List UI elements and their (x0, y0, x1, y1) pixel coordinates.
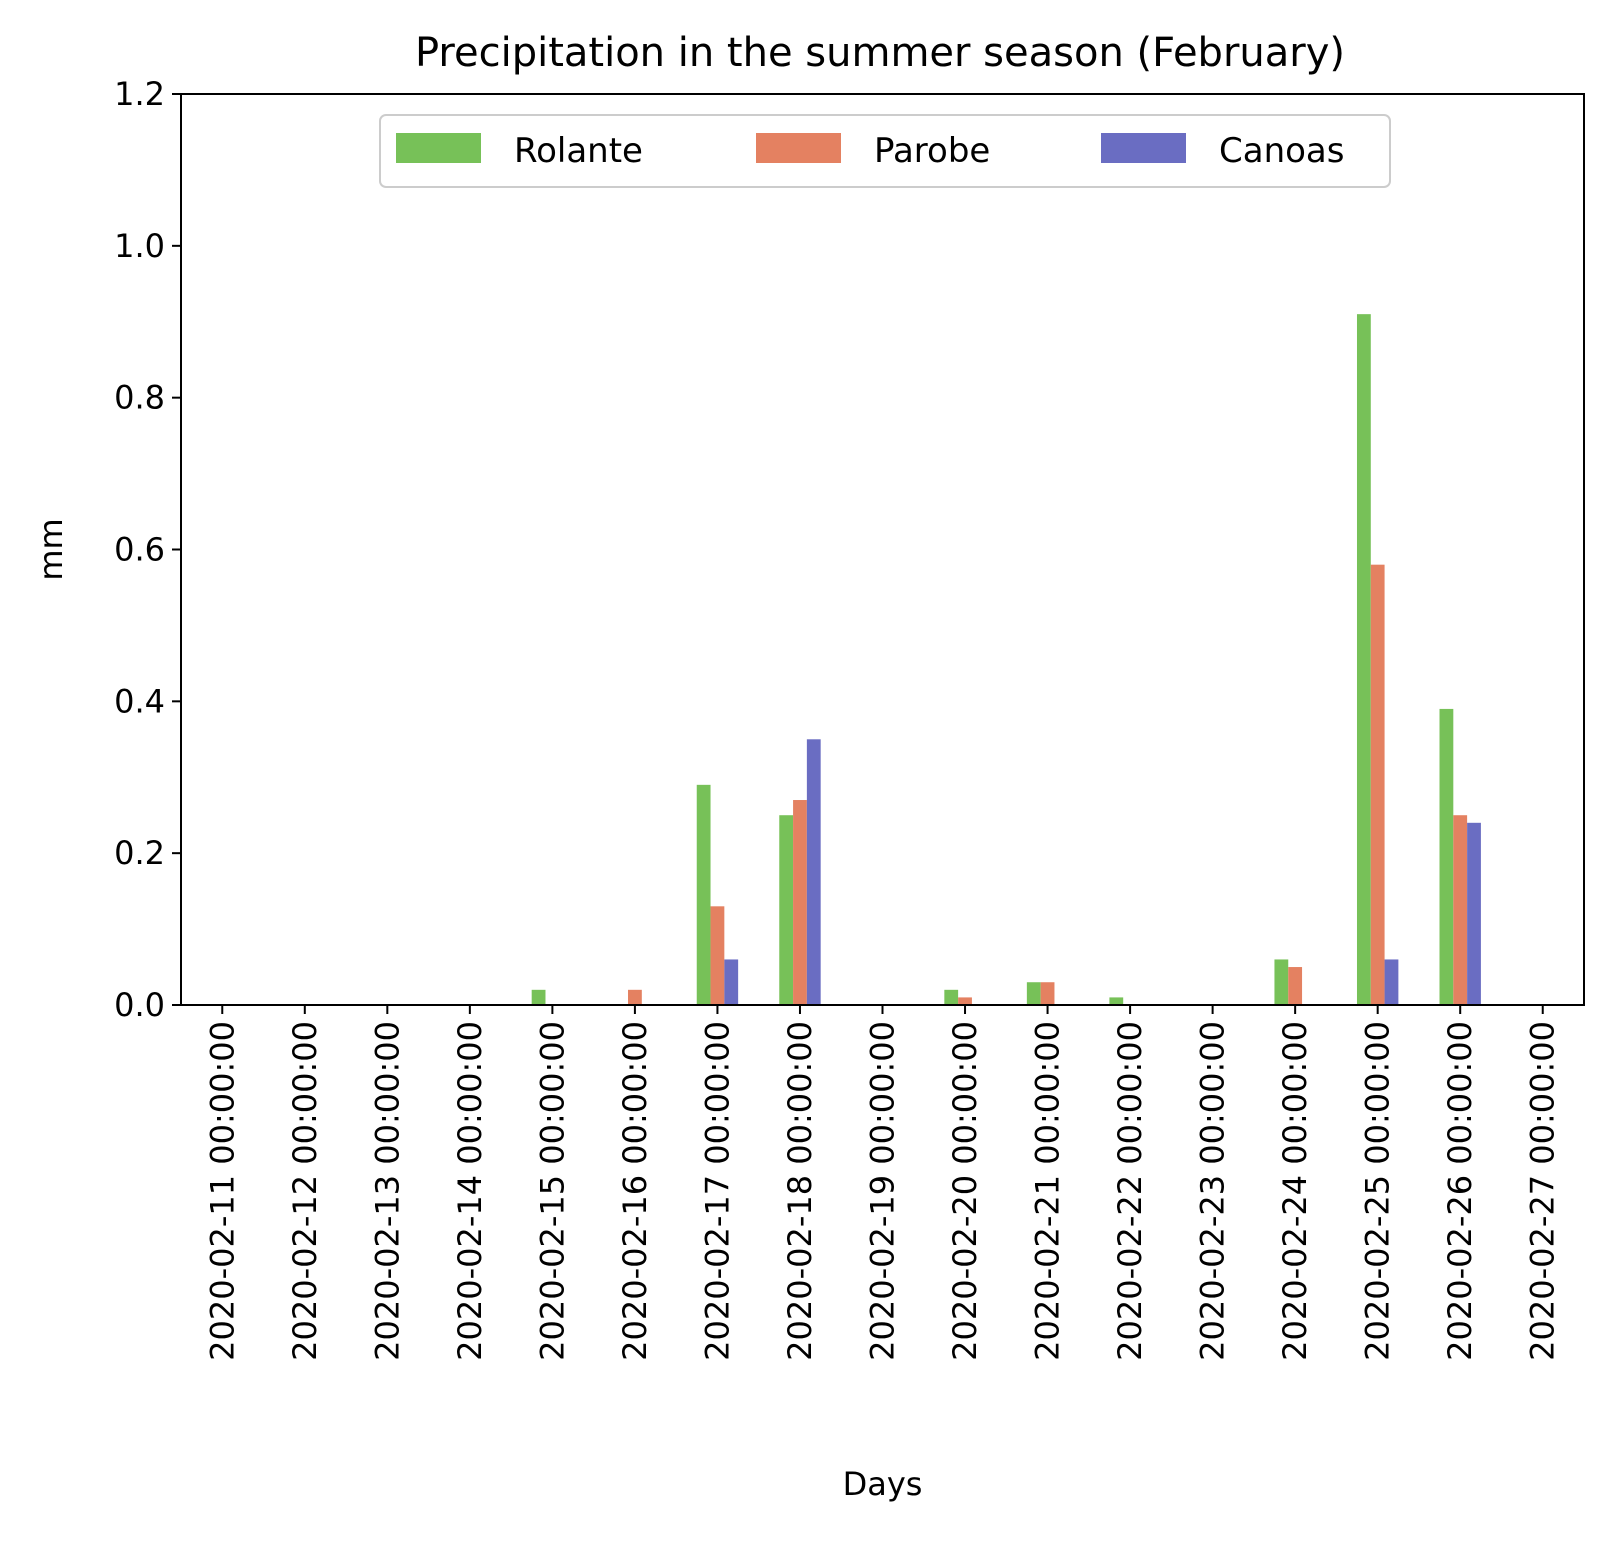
bar-canoas-6 (724, 959, 739, 1005)
x-tick-label: 2020-02-16 00:00:00 (616, 1021, 654, 1361)
y-axis-label: mm (32, 518, 70, 580)
bar-canoas-15 (1467, 822, 1481, 1005)
bar-parobe-6 (710, 906, 725, 1005)
x-tick-label: 2020-02-19 00:00:00 (864, 1021, 902, 1361)
bar-rolante-7 (779, 815, 794, 1005)
bar-rolante-11 (1109, 997, 1124, 1005)
x-tick-label: 2020-02-13 00:00:00 (368, 1021, 406, 1361)
x-tick-label: 2020-02-11 00:00:00 (203, 1021, 241, 1361)
bar-parobe-14 (1370, 564, 1385, 1005)
x-axis-label: Days (843, 1465, 923, 1503)
bar-canoas-7 (806, 739, 821, 1005)
x-tick-label: 2020-02-12 00:00:00 (286, 1021, 324, 1361)
bar-rolante-6 (696, 784, 711, 1005)
x-tick-label: 2020-02-24 00:00:00 (1276, 1021, 1314, 1361)
x-tick-label: 2020-02-26 00:00:00 (1441, 1021, 1479, 1361)
bar-parobe-10 (1040, 982, 1055, 1005)
y-tick-label: 0.2 (114, 834, 165, 872)
bar-parobe-7 (793, 800, 807, 1005)
x-tick-label: 2020-02-15 00:00:00 (533, 1021, 571, 1361)
x-tick-label: 2020-02-14 00:00:00 (451, 1021, 489, 1361)
y-tick-label: 0.8 (114, 379, 165, 417)
bar-rolante-4 (531, 989, 546, 1005)
y-tick-label: 1.0 (114, 227, 165, 265)
x-tick-label: 2020-02-27 00:00:00 (1524, 1021, 1562, 1361)
plot-frame (180, 93, 1585, 1006)
x-tick-label: 2020-02-21 00:00:00 (1029, 1021, 1067, 1361)
x-tick-label: 2020-02-25 00:00:00 (1359, 1021, 1397, 1361)
bar-parobe-13 (1288, 967, 1303, 1005)
bar-rolante-13 (1274, 959, 1289, 1005)
legend-swatch-parobe (756, 133, 841, 163)
x-tick-label: 2020-02-22 00:00:00 (1111, 1021, 1149, 1361)
legend-swatch-canoas (1101, 133, 1186, 163)
y-axis: 0.0 0.2 0.4 0.6 0.8 1.0 1.2 (114, 75, 181, 1024)
bar-rolante-10 (1026, 982, 1041, 1005)
y-tick-label: 0.4 (114, 682, 165, 720)
bar-parobe-9 (958, 997, 972, 1005)
legend: Rolante Parobe Canoas (379, 114, 1391, 188)
bar-rolante-14 (1356, 314, 1371, 1005)
legend-label-parobe: Parobe (874, 131, 990, 171)
x-axis: 2020-02-11 00:00:00 2020-02-12 00:00:00 20… (203, 1005, 1562, 1361)
bar-canoas-14 (1384, 959, 1399, 1005)
bar-rolante-9 (944, 989, 959, 1005)
y-tick-label: 0.0 (114, 986, 165, 1024)
x-tick-label: 2020-02-17 00:00:00 (698, 1021, 736, 1361)
x-tick-label: 2020-02-23 00:00:00 (1194, 1021, 1232, 1361)
legend-swatch-rolante (396, 133, 481, 163)
bar-parobe-5 (628, 989, 642, 1005)
x-tick-label: 2020-02-18 00:00:00 (781, 1021, 819, 1361)
bar-rolante-15 (1439, 708, 1454, 1005)
legend-label-canoas: Canoas (1219, 131, 1344, 171)
bar-parobe-15 (1453, 815, 1468, 1005)
chart-title: Precipitation in the summer season (Febr… (415, 30, 1345, 76)
x-tick-label: 2020-02-20 00:00:00 (946, 1021, 984, 1361)
bars-layer (531, 314, 1481, 1005)
y-tick-label: 1.2 (114, 75, 165, 113)
legend-label-rolante: Rolante (514, 131, 643, 171)
y-tick-label: 0.6 (114, 531, 165, 569)
